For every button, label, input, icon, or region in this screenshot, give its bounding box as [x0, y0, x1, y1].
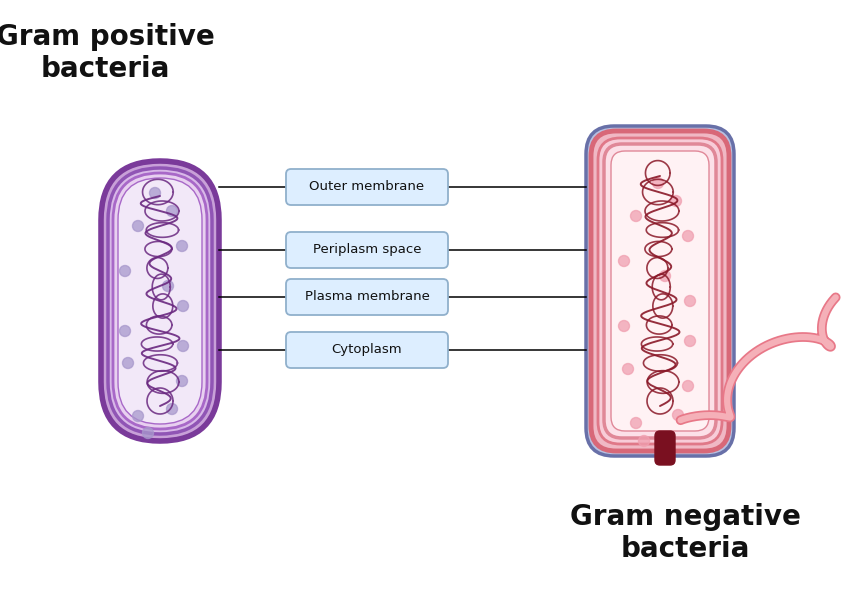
Text: Plasma membrane: Plasma membrane: [304, 290, 429, 304]
Text: Gram positive
bacteria: Gram positive bacteria: [0, 23, 215, 83]
Circle shape: [122, 358, 133, 368]
Circle shape: [178, 300, 188, 311]
FancyBboxPatch shape: [655, 431, 675, 465]
Circle shape: [682, 231, 693, 242]
Circle shape: [670, 195, 681, 207]
Circle shape: [682, 380, 693, 391]
FancyBboxPatch shape: [586, 126, 734, 456]
FancyBboxPatch shape: [113, 173, 207, 429]
FancyBboxPatch shape: [286, 332, 448, 368]
Circle shape: [150, 188, 161, 198]
FancyBboxPatch shape: [286, 279, 448, 315]
Circle shape: [630, 210, 641, 222]
Text: Cytoplasm: Cytoplasm: [332, 344, 403, 356]
FancyBboxPatch shape: [591, 131, 729, 451]
Circle shape: [618, 255, 629, 266]
Circle shape: [639, 436, 650, 447]
Circle shape: [178, 341, 188, 352]
Circle shape: [618, 320, 629, 332]
FancyBboxPatch shape: [118, 178, 202, 424]
Circle shape: [120, 266, 131, 276]
Circle shape: [622, 364, 634, 374]
FancyBboxPatch shape: [598, 138, 722, 444]
FancyBboxPatch shape: [108, 168, 212, 434]
FancyBboxPatch shape: [286, 169, 448, 205]
FancyBboxPatch shape: [101, 161, 219, 441]
Circle shape: [652, 177, 663, 189]
Circle shape: [167, 206, 178, 216]
Circle shape: [685, 335, 695, 347]
Circle shape: [120, 326, 131, 337]
Circle shape: [685, 296, 695, 307]
Circle shape: [133, 221, 144, 231]
Circle shape: [143, 427, 154, 439]
Circle shape: [133, 410, 144, 421]
FancyBboxPatch shape: [611, 151, 709, 431]
Text: Periplasm space: Periplasm space: [313, 243, 422, 257]
Text: Outer membrane: Outer membrane: [310, 180, 425, 194]
Circle shape: [630, 418, 641, 429]
FancyBboxPatch shape: [286, 232, 448, 268]
Circle shape: [659, 270, 670, 281]
Text: Gram negative
bacteria: Gram negative bacteria: [569, 503, 800, 563]
FancyBboxPatch shape: [604, 144, 716, 438]
Circle shape: [673, 409, 683, 421]
Circle shape: [162, 281, 174, 291]
Circle shape: [176, 376, 187, 386]
Circle shape: [167, 403, 178, 415]
Circle shape: [176, 240, 187, 251]
